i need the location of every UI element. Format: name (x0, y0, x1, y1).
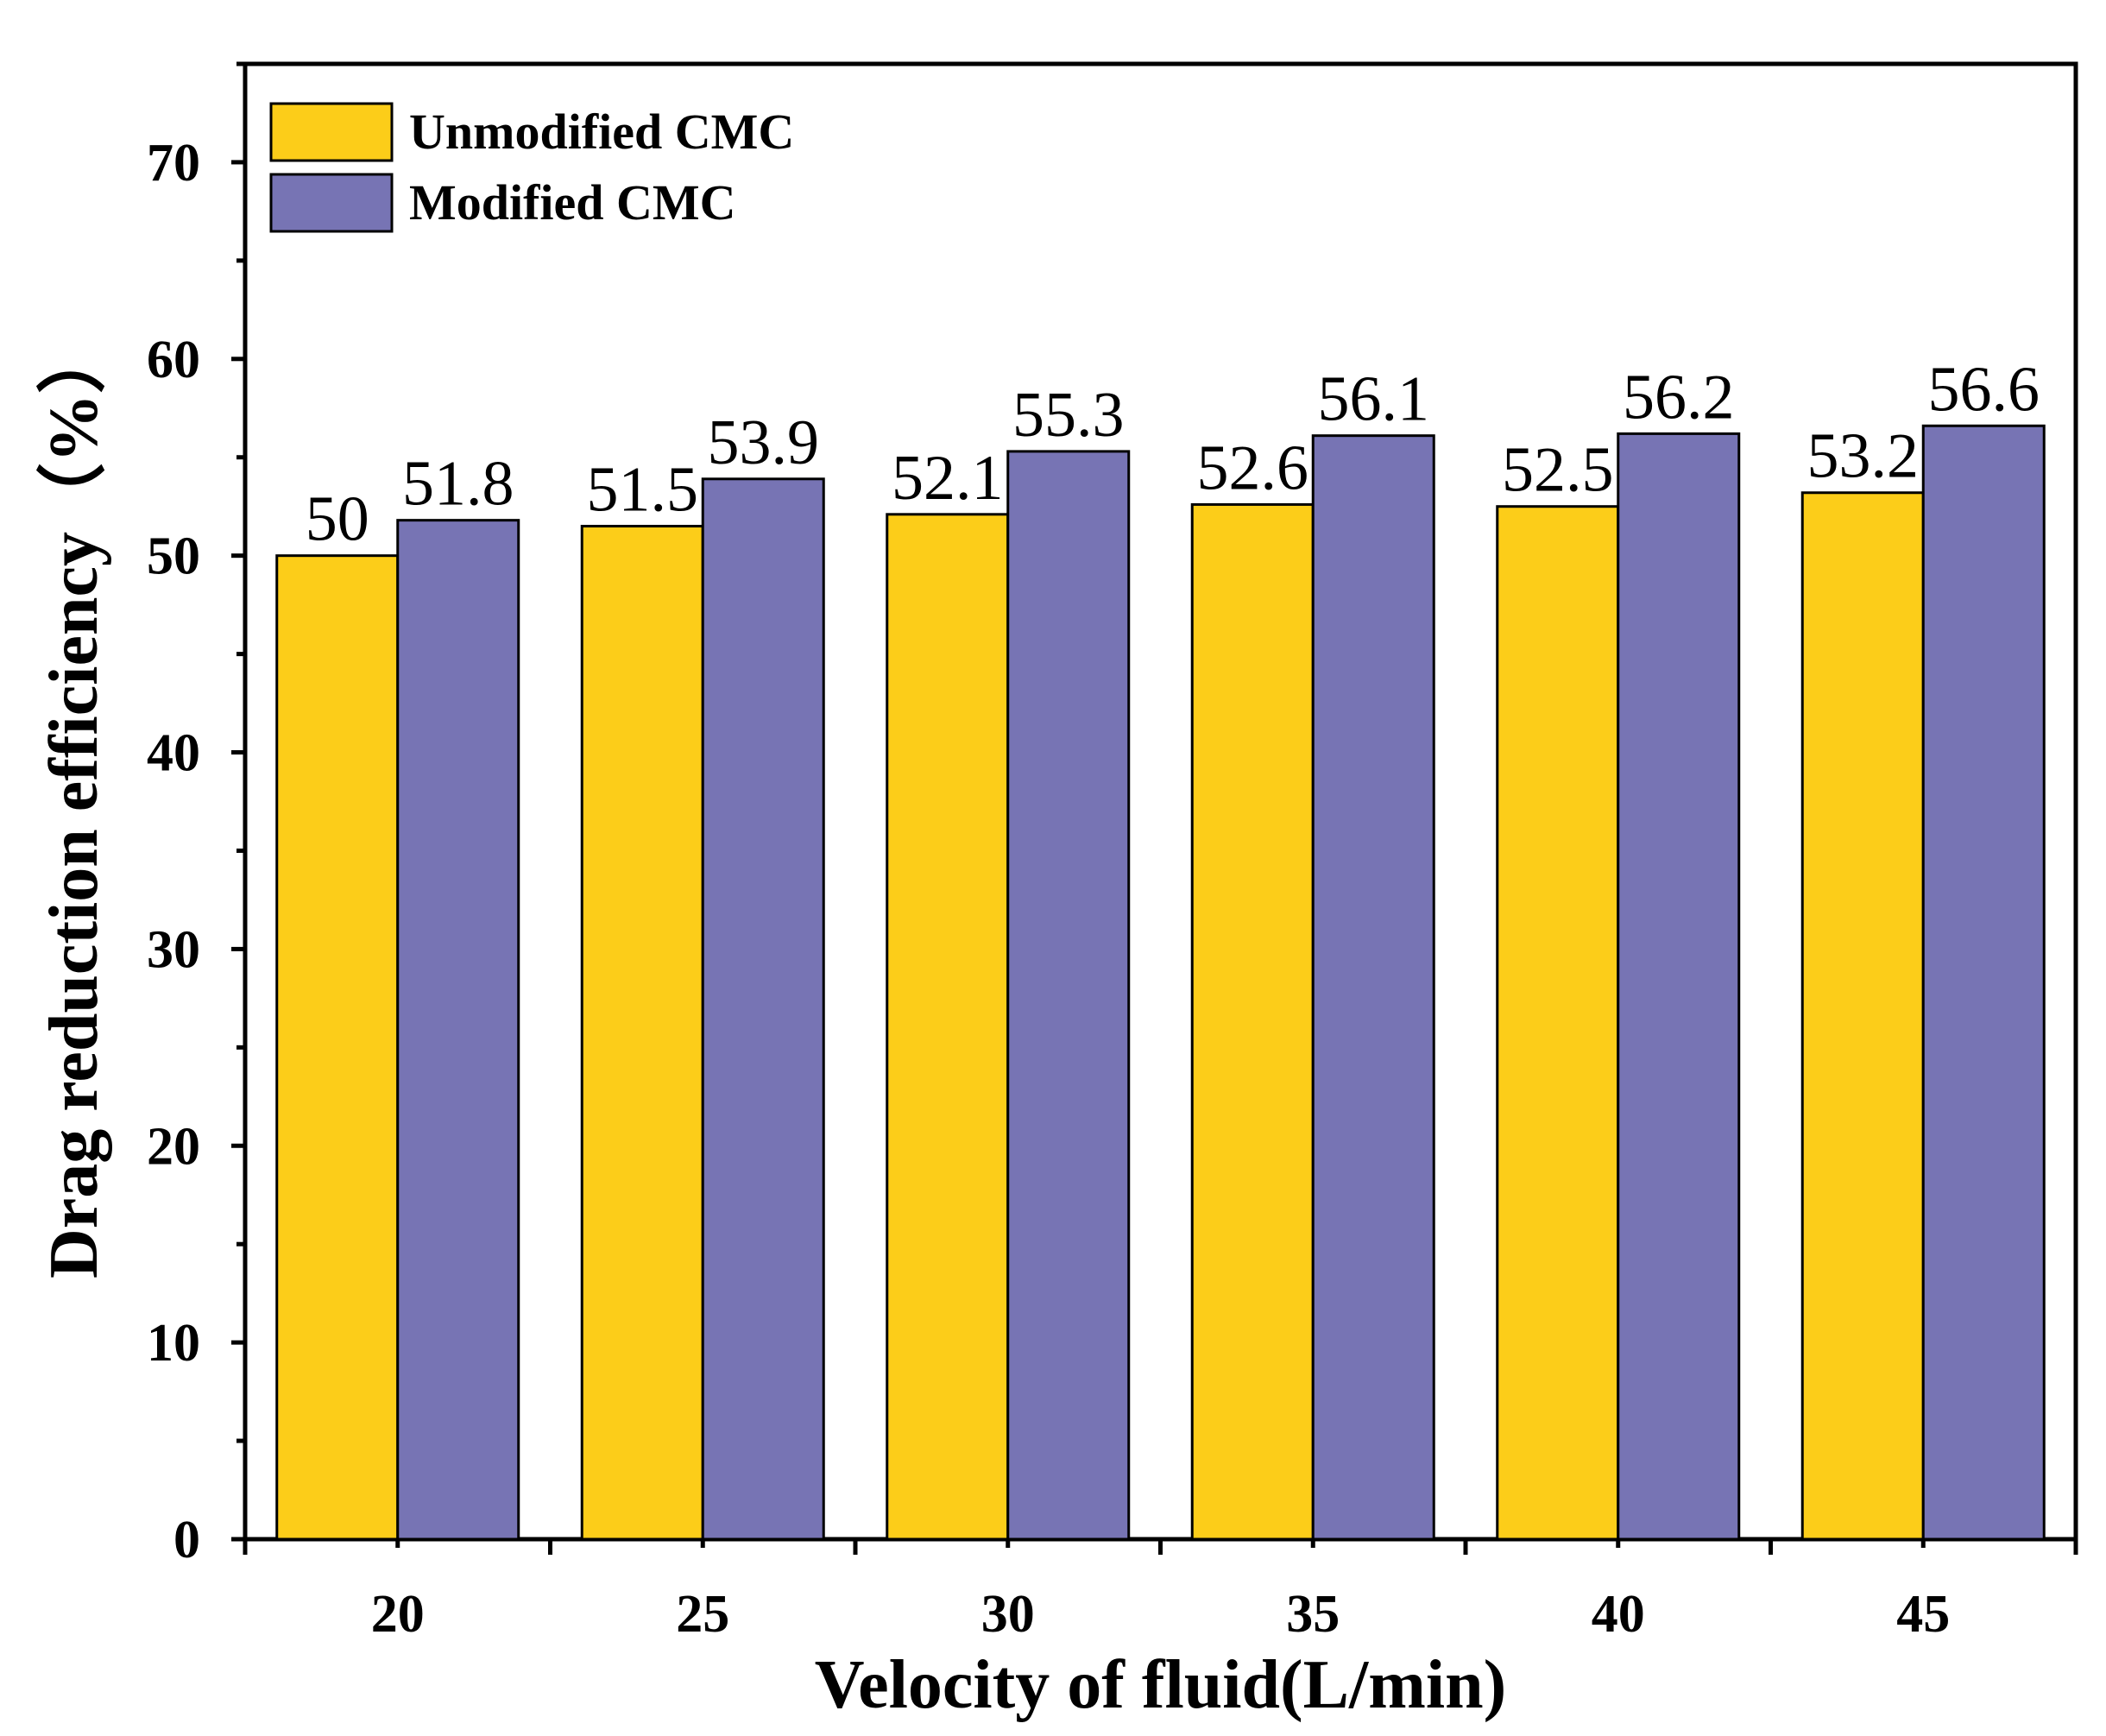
data-label: 52.5 (1502, 435, 1614, 506)
y-tick-label: 70 (147, 134, 200, 193)
bar-unmodified-45 (1800, 491, 1925, 1541)
y-axis-title: Drag reduction efficiency（%） (36, 325, 112, 1278)
x-axis-ticks: 20 25 30 35 40 45 (243, 1539, 2078, 1644)
bar-modified-35 (1311, 434, 1435, 1541)
data-label: 56.6 (1928, 354, 2040, 425)
data-label: 52.6 (1197, 432, 1309, 503)
x-tick-label: 20 (371, 1585, 425, 1644)
bar-unmodified-30 (886, 513, 1010, 1541)
bar-modified-30 (1006, 450, 1131, 1541)
bars-group (275, 424, 2046, 1541)
bar-modified-25 (701, 477, 825, 1541)
y-tick-label: 30 (147, 920, 200, 979)
y-tick-label: 50 (147, 527, 200, 586)
data-label: 50 (306, 484, 369, 555)
data-label: 56.1 (1318, 364, 1430, 435)
legend-swatch (269, 102, 394, 162)
data-label: 53.9 (708, 407, 820, 478)
data-label: 53.2 (1807, 421, 1920, 492)
legend-swatch (269, 173, 394, 233)
y-tick-label: 40 (147, 724, 200, 783)
x-tick-label: 35 (1286, 1585, 1340, 1644)
data-label: 56.2 (1623, 362, 1735, 432)
y-axis-ticks: 0 10 20 30 40 50 60 70 (147, 61, 245, 1569)
bar-unmodified-25 (580, 524, 704, 1541)
legend-label: Unmodified CMC (409, 104, 794, 160)
bar-unmodified-35 (1190, 502, 1315, 1541)
x-tick-label: 45 (1896, 1585, 1950, 1644)
data-label: 51.5 (587, 454, 699, 525)
bar-modified-45 (1921, 424, 2046, 1541)
data-label: 51.8 (402, 449, 514, 520)
bar-modified-40 (1617, 432, 1741, 1541)
legend: Unmodified CMC Modified CMC (269, 102, 794, 233)
bar-modified-20 (396, 519, 520, 1541)
y-tick-label: 60 (147, 331, 200, 389)
bar-unmodified-20 (275, 554, 400, 1541)
y-tick-label: 20 (147, 1117, 200, 1176)
legend-label: Modified CMC (409, 174, 736, 230)
x-tick-label: 30 (981, 1585, 1035, 1644)
y-tick-label: 0 (173, 1511, 200, 1569)
bar-unmodified-40 (1496, 505, 1620, 1541)
data-label: 55.3 (1012, 380, 1125, 451)
data-label: 52.1 (892, 443, 1004, 514)
y-tick-label: 10 (147, 1314, 200, 1373)
data-labels-group: 50 51.8 51.553.9 52.155.3 52.656.1 52.556.2 53… (306, 354, 2040, 554)
x-axis-title: Velocity of fluid(L/min) (815, 1647, 1506, 1723)
x-tick-label: 25 (676, 1585, 729, 1644)
x-tick-label: 40 (1592, 1585, 1645, 1644)
